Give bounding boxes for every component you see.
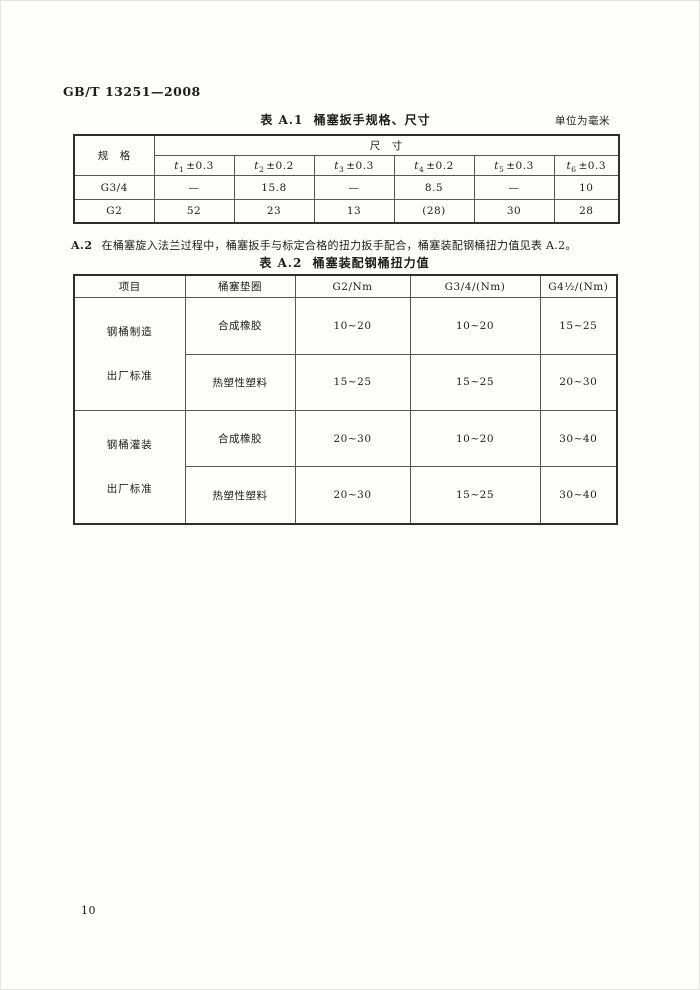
table-row: G2 52 23 13 (28) 30 28: [73, 199, 620, 224]
value-cell: 30: [473, 199, 555, 224]
value-cell: 10~20: [294, 297, 411, 355]
spec-cell: G2: [73, 199, 155, 224]
value-cell: 15~25: [409, 466, 541, 525]
value-cell: (28): [393, 199, 475, 224]
value-cell: —: [313, 175, 395, 200]
group-label-cell: 钢桶制造 出厂标准: [73, 297, 186, 411]
table-a1-unit-note: 单位为毫米: [555, 115, 610, 127]
value-cell: 15~25: [539, 297, 618, 355]
table-row: 热塑性塑料 15~25 15~25 20~30: [74, 353, 618, 411]
table-a2-col-header: G3/4/(Nm): [409, 274, 541, 298]
table-row: 热塑性塑料 20~30 15~25 30~40: [74, 466, 618, 525]
table-a2-col-header: 项目: [73, 274, 186, 298]
table-a2: 项目 桶塞垫圈 G2/Nm G3/4/(Nm) G4½/(Nm) 钢桶制造 出厂…: [73, 274, 618, 525]
gasket-cell: 合成橡胶: [184, 297, 296, 355]
value-cell: 30~40: [539, 466, 618, 525]
value-cell: 15.8: [233, 175, 315, 200]
value-cell: 15~25: [294, 353, 411, 411]
value-cell: —: [153, 175, 235, 200]
table-a1-col-header: t5 ±0.3: [473, 155, 555, 176]
gasket-cell: 热塑性塑料: [184, 466, 296, 525]
value-cell: 23: [233, 199, 315, 224]
table-a1-title: 表 A.1 桶塞扳手规格、尺寸: [260, 113, 431, 127]
value-cell: 10~20: [409, 297, 541, 355]
table-row: 钢桶灌装 出厂标准 合成橡胶 20~30 10~20 30~40: [73, 409, 618, 525]
standard-number: GB/T 13251—2008: [63, 84, 201, 99]
table-row: 钢桶制造 出厂标准 合成橡胶 10~20 10~20 15~25: [73, 297, 618, 411]
table-a2-col-header: G2/Nm: [294, 274, 411, 298]
value-cell: 20~30: [294, 409, 411, 468]
value-cell: —: [473, 175, 555, 200]
table-a2-col-header: 桶塞垫圈: [184, 274, 296, 298]
value-cell: 15~25: [409, 353, 541, 411]
value-cell: 10~20: [409, 409, 541, 468]
table-a1-col-header: t1 ±0.3: [153, 155, 235, 176]
table-a1: 规 格 尺 寸 t1 ±0.3 t2 ±0.2 t3 ±0.3 t4 ±0.2 t5 ±0…: [73, 134, 620, 224]
value-cell: 28: [553, 199, 620, 224]
table-a2-title: 表 A.2 桶塞装配钢桶扭力值: [259, 256, 430, 270]
value-cell: 20~30: [294, 466, 411, 525]
table-a1-caption-row: 表 A.1 桶塞扳手规格、尺寸 单位为毫米: [73, 111, 618, 127]
clause-a2-paragraph: A.2 在桶塞旋入法兰过程中，桶塞扳手与标定合格的扭力扳手配合，桶塞装配钢桶扭力值…: [71, 237, 617, 253]
value-cell: 13: [313, 199, 395, 224]
table-a1-group-header: 尺 寸: [153, 134, 620, 156]
clause-a2-text: 在桶塞旋入法兰过程中，桶塞扳手与标定合格的扭力扳手配合，桶塞装配钢桶扭力值见表 …: [101, 239, 577, 252]
table-a2-col-header: G4½/(Nm): [539, 274, 618, 298]
spec-cell: G3/4: [73, 175, 155, 200]
table-a1-corner-header: 规 格: [73, 134, 155, 176]
value-cell: 10: [553, 175, 620, 200]
value-cell: 8.5: [393, 175, 475, 200]
value-cell: 30~40: [539, 409, 618, 468]
value-cell: 20~30: [539, 353, 618, 411]
value-cell: 52: [153, 199, 235, 224]
table-a1-col-header: t6 ±0.3: [553, 155, 620, 176]
clause-a2-label: A.2: [71, 239, 93, 252]
table-a1-col-header: t2 ±0.2: [233, 155, 315, 176]
gasket-cell: 热塑性塑料: [184, 353, 296, 411]
group-label-cell: 钢桶灌装 出厂标准: [73, 410, 186, 525]
table-row: G3/4 — 15.8 — 8.5 — 10: [73, 175, 620, 200]
table-a1-col-header: t3 ±0.3: [313, 155, 395, 176]
table-a1-col-header: t4 ±0.2: [393, 155, 475, 176]
page-number: 10: [81, 904, 96, 917]
gasket-cell: 合成橡胶: [184, 409, 296, 468]
